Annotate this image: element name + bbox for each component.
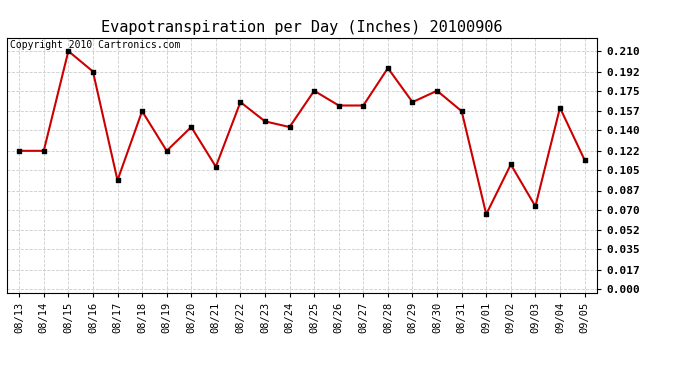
Point (137, 108, 148, 114)
Point (259, 118, 270, 124)
Point (505, 161, 516, 167)
Point (481, 211, 492, 217)
Point (38, 148, 49, 154)
Point (530, 203, 541, 209)
Point (555, 105, 566, 111)
Point (284, 124, 295, 130)
Point (88, 69, 99, 75)
Point (382, 65, 393, 71)
Point (63, 48, 74, 54)
Point (358, 102, 369, 108)
Point (333, 102, 344, 108)
Point (456, 108, 467, 114)
Point (112, 177, 123, 183)
Title: Evapotranspiration per Day (Inches) 20100906: Evapotranspiration per Day (Inches) 2010… (101, 20, 502, 35)
Text: Copyright 2010 Cartronics.com: Copyright 2010 Cartronics.com (10, 40, 180, 50)
Point (431, 88, 442, 94)
Point (235, 99, 246, 105)
Point (308, 88, 319, 94)
Point (186, 124, 197, 130)
Point (579, 157, 590, 163)
Point (210, 164, 221, 170)
Point (14, 148, 25, 154)
Point (407, 99, 418, 105)
Point (161, 148, 172, 154)
